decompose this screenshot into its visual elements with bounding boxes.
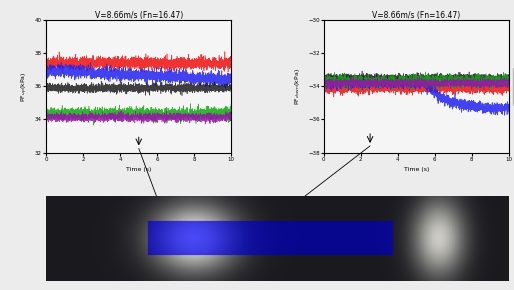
X-axis label: Time (s): Time (s) [403,167,429,172]
X-axis label: Time (s): Time (s) [126,167,152,172]
Y-axis label: PF$_{up}$(kPa): PF$_{up}$(kPa) [20,71,29,102]
Legend: Cq=0.12, Cq=0.14, Cq=0.16, Cq=0.14, Cq=0.12: Cq=0.12, Cq=0.14, Cq=0.16, Cq=0.14, Cq=0… [513,68,514,105]
Title: V=8.66m/s (Fn=16.47): V=8.66m/s (Fn=16.47) [95,10,183,19]
Y-axis label: PF$_{down}$(kPa): PF$_{down}$(kPa) [293,68,302,105]
Title: V=8.66m/s (Fn=16.47): V=8.66m/s (Fn=16.47) [372,10,461,19]
